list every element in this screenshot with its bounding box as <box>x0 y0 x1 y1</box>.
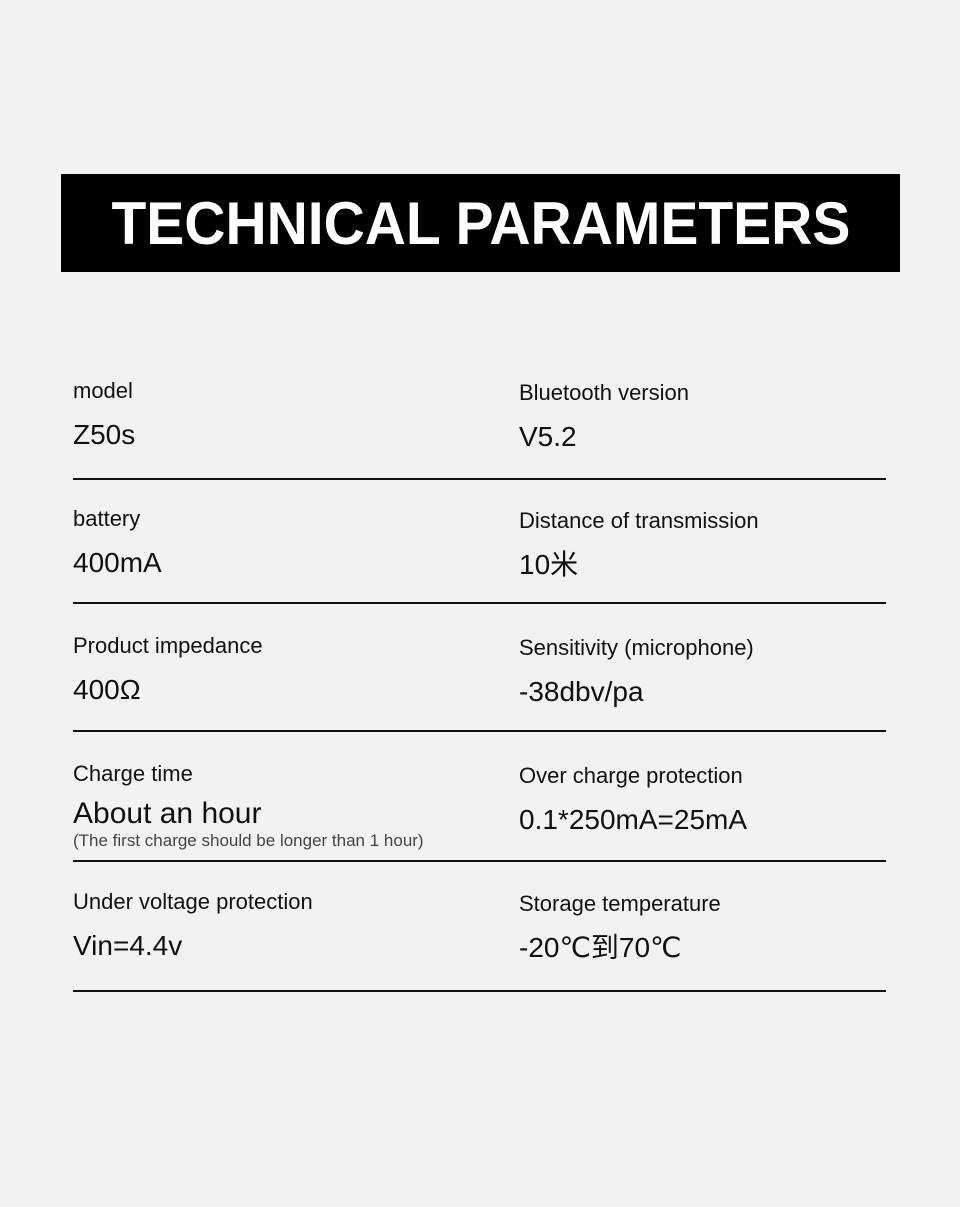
spec-label: Bluetooth version <box>519 380 689 405</box>
spec-row: battery 400mA Distance of transmission 1… <box>73 506 886 604</box>
spec-bluetooth-version: Bluetooth version V5.2 <box>519 380 689 454</box>
spec-impedance: Product impedance 400Ω <box>73 633 263 707</box>
spec-under-voltage: Under voltage protection Vin=4.4v <box>73 889 313 963</box>
spec-label: Storage temperature <box>519 891 721 916</box>
spec-note: (The first charge should be longer than … <box>73 831 424 850</box>
spec-distance: Distance of transmission 10米 <box>519 508 759 582</box>
spec-value: 0.1*250mA=25mA <box>519 804 748 835</box>
spec-label: Distance of transmission <box>519 508 759 533</box>
spec-value: V5.2 <box>519 421 577 452</box>
title-banner: TECHNICAL PARAMETERS <box>61 174 900 272</box>
spec-value: -20℃到70℃ <box>519 932 682 963</box>
spec-value: 10米 <box>519 549 579 580</box>
spec-value: Z50s <box>73 419 136 450</box>
spec-charge-time: Charge time About an hour (The first cha… <box>73 761 424 851</box>
spec-model: model Z50s <box>73 378 135 452</box>
spec-over-charge: Over charge protection 0.1*250mA=25mA <box>519 763 747 837</box>
spec-row: Product impedance 400Ω Sensitivity (micr… <box>73 633 886 732</box>
page-title: TECHNICAL PARAMETERS <box>111 189 850 257</box>
spec-value: 400Ω <box>73 674 141 705</box>
spec-storage-temp: Storage temperature -20℃到70℃ <box>519 891 721 965</box>
spec-label: battery <box>73 506 141 531</box>
spec-label: Over charge protection <box>519 763 743 788</box>
spec-value: -38dbv/pa <box>519 676 644 707</box>
spec-row: Under voltage protection Vin=4.4v Storag… <box>73 889 886 992</box>
spec-label: model <box>73 378 133 403</box>
spec-value: 400mA <box>73 547 162 578</box>
spec-row: model Z50s Bluetooth version V5.2 <box>73 378 886 480</box>
spec-value: About an hour <box>73 797 262 830</box>
spec-battery: battery 400mA <box>73 506 162 580</box>
spec-label: Charge time <box>73 761 193 786</box>
spec-value: Vin=4.4v <box>73 930 183 961</box>
spec-label: Sensitivity (microphone) <box>519 635 754 660</box>
spec-label: Product impedance <box>73 633 263 658</box>
spec-sensitivity: Sensitivity (microphone) -38dbv/pa <box>519 635 754 709</box>
spec-row: Charge time About an hour (The first cha… <box>73 761 886 862</box>
spec-label: Under voltage protection <box>73 889 313 914</box>
